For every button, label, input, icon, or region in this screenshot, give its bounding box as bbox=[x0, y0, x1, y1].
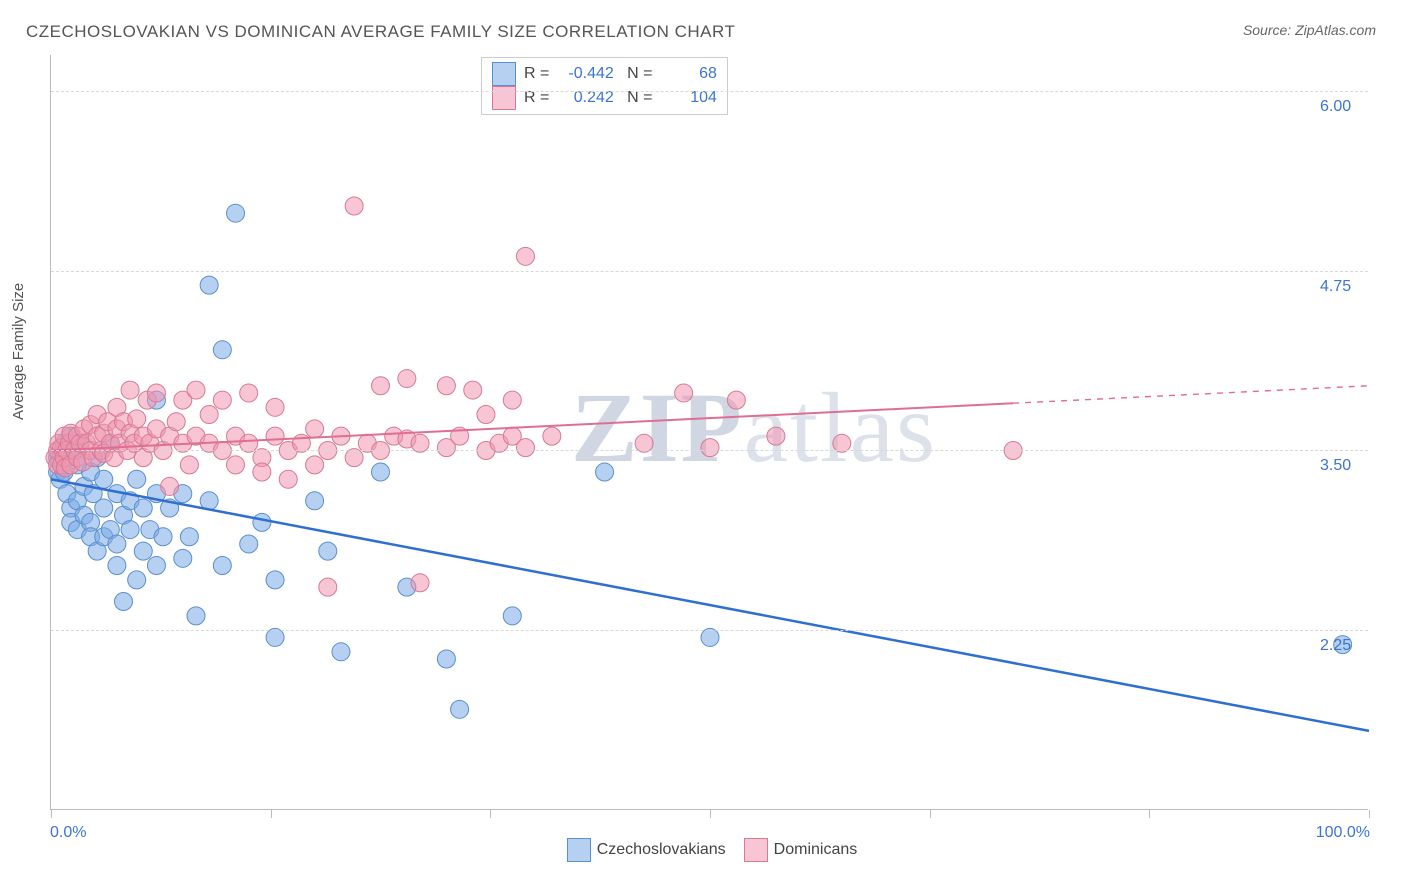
data-point bbox=[108, 535, 126, 553]
data-point bbox=[213, 341, 231, 359]
data-point bbox=[154, 528, 172, 546]
data-point bbox=[253, 463, 271, 481]
data-point bbox=[266, 398, 284, 416]
trend-line-dashed bbox=[1013, 386, 1369, 403]
data-point bbox=[306, 420, 324, 438]
data-point bbox=[95, 470, 113, 488]
data-point bbox=[767, 427, 785, 445]
gridline bbox=[51, 91, 1368, 92]
chart-title: CZECHOSLOVAKIAN VS DOMINICAN AVERAGE FAM… bbox=[26, 22, 735, 42]
data-point bbox=[437, 650, 455, 668]
data-point bbox=[701, 439, 719, 457]
data-point bbox=[398, 370, 416, 388]
legend-label: Dominicans bbox=[774, 841, 858, 858]
y-axis-label: Average Family Size bbox=[10, 283, 27, 420]
data-point bbox=[108, 557, 126, 575]
data-point bbox=[675, 384, 693, 402]
data-point bbox=[180, 528, 198, 546]
data-point bbox=[477, 406, 495, 424]
data-point bbox=[437, 377, 455, 395]
data-point bbox=[411, 574, 429, 592]
x-tick bbox=[271, 810, 272, 818]
correlation-legend: R = -0.442 N = 68R = 0.242 N = 104 bbox=[481, 57, 728, 115]
data-point bbox=[147, 557, 165, 575]
y-tick-label: 3.50 bbox=[1320, 457, 1351, 475]
data-point bbox=[95, 499, 113, 517]
x-tick bbox=[710, 810, 711, 818]
data-point bbox=[372, 463, 390, 481]
source-label: Source: ZipAtlas.com bbox=[1243, 22, 1376, 38]
plot-svg bbox=[51, 55, 1368, 809]
series-legend: Czechoslovakians Dominicans bbox=[0, 838, 1406, 862]
data-point bbox=[464, 381, 482, 399]
data-point bbox=[503, 607, 521, 625]
y-tick-label: 6.00 bbox=[1320, 98, 1351, 116]
data-point bbox=[451, 700, 469, 718]
gridline bbox=[51, 630, 1368, 631]
data-point bbox=[174, 549, 192, 567]
data-point bbox=[279, 470, 297, 488]
x-tick bbox=[930, 810, 931, 818]
data-point bbox=[161, 477, 179, 495]
data-point bbox=[516, 439, 534, 457]
data-point bbox=[187, 607, 205, 625]
data-point bbox=[332, 643, 350, 661]
data-point bbox=[253, 513, 271, 531]
data-point bbox=[543, 427, 561, 445]
data-point bbox=[128, 410, 146, 428]
data-point bbox=[121, 521, 139, 539]
data-point bbox=[319, 578, 337, 596]
data-point bbox=[319, 542, 337, 560]
y-tick-label: 4.75 bbox=[1320, 278, 1351, 296]
data-point bbox=[596, 463, 614, 481]
data-point bbox=[147, 384, 165, 402]
x-tick-label: 0.0% bbox=[50, 824, 86, 842]
data-point bbox=[227, 204, 245, 222]
data-point bbox=[240, 384, 258, 402]
x-tick-label: 100.0% bbox=[1316, 824, 1370, 842]
data-point bbox=[306, 492, 324, 510]
x-tick bbox=[490, 810, 491, 818]
data-point bbox=[167, 413, 185, 431]
gridline bbox=[51, 450, 1368, 451]
y-tick-label: 2.25 bbox=[1320, 637, 1351, 655]
legend-swatch bbox=[567, 838, 591, 862]
x-tick bbox=[51, 810, 52, 818]
data-point bbox=[266, 427, 284, 445]
data-point bbox=[240, 535, 258, 553]
data-point bbox=[187, 381, 205, 399]
data-point bbox=[180, 456, 198, 474]
data-point bbox=[128, 470, 146, 488]
data-point bbox=[200, 276, 218, 294]
legend-swatch bbox=[744, 838, 768, 862]
x-tick bbox=[1149, 810, 1150, 818]
corr-row: R = -0.442 N = 68 bbox=[492, 62, 717, 86]
data-point bbox=[372, 377, 390, 395]
trend-line bbox=[51, 479, 1369, 731]
legend-label: Czechoslovakians bbox=[597, 841, 726, 858]
data-point bbox=[128, 571, 146, 589]
data-point bbox=[134, 499, 152, 517]
data-point bbox=[516, 247, 534, 265]
data-point bbox=[121, 381, 139, 399]
corr-row: R = 0.242 N = 104 bbox=[492, 86, 717, 110]
data-point bbox=[134, 542, 152, 560]
data-point bbox=[213, 391, 231, 409]
x-tick bbox=[1369, 810, 1370, 818]
data-point bbox=[727, 391, 745, 409]
data-point bbox=[227, 456, 245, 474]
gridline bbox=[51, 271, 1368, 272]
data-point bbox=[200, 406, 218, 424]
data-point bbox=[345, 197, 363, 215]
data-point bbox=[306, 456, 324, 474]
data-point bbox=[503, 391, 521, 409]
plot-area: ZIPatlas R = -0.442 N = 68R = 0.242 N = … bbox=[50, 55, 1368, 810]
data-point bbox=[114, 592, 132, 610]
data-point bbox=[213, 557, 231, 575]
data-point bbox=[266, 571, 284, 589]
